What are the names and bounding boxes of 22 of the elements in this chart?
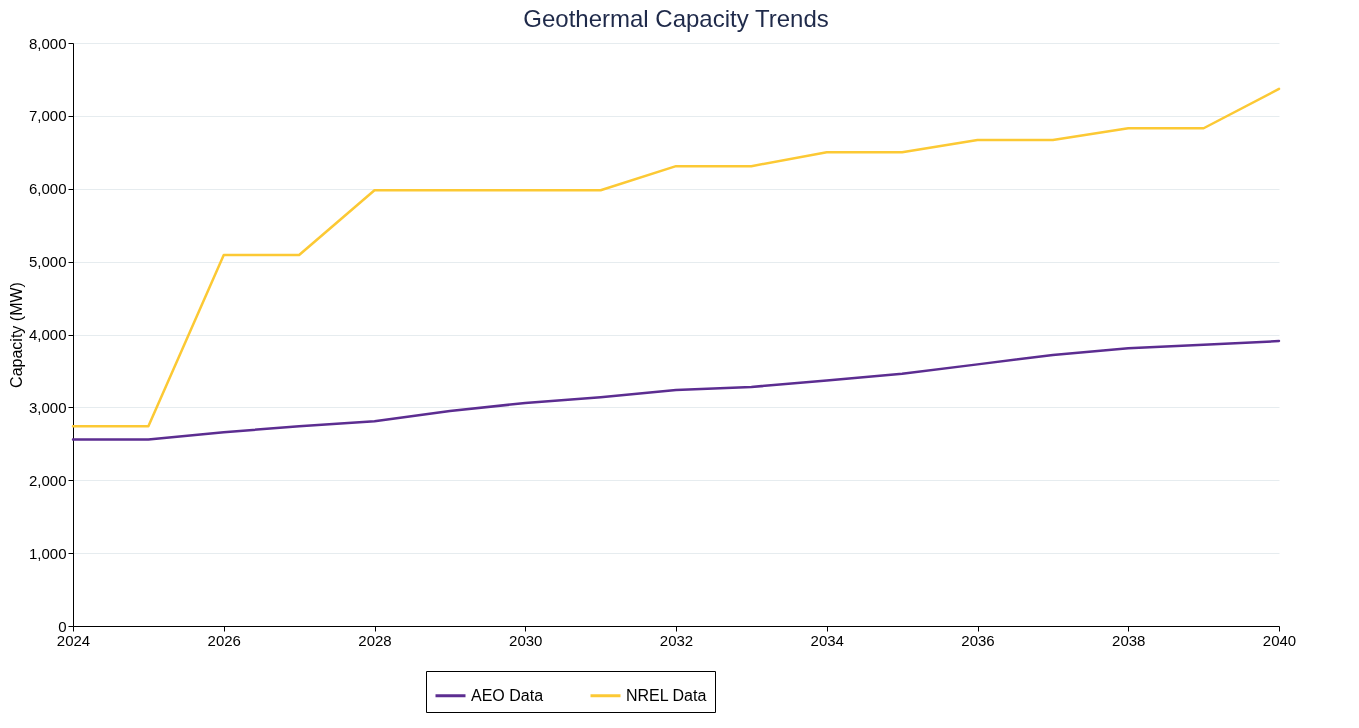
y-tick-label: 1,000: [28, 544, 67, 562]
y-tick-label: 4,000: [28, 326, 67, 343]
y-tick-label: 2,000: [28, 471, 67, 489]
y-axis-title: Capacity (MW): [7, 282, 25, 388]
x-tick-label: 2026: [207, 631, 241, 649]
y-tick-label: 3,000: [28, 398, 67, 416]
y-tick-label: 5,000: [28, 253, 67, 271]
x-tick-label: 2036: [961, 631, 995, 649]
x-tick-label: 2028: [358, 631, 392, 649]
y-tick-label: 6,000: [28, 180, 67, 198]
y-tick-label: 8,000: [28, 34, 67, 52]
chart-title: Geothermal Capacity Trends: [523, 5, 829, 32]
line-series: [71, 87, 1281, 428]
y-tick-label: 7,000: [28, 107, 67, 125]
x-tick-label: 2038: [1112, 631, 1146, 649]
legend-label: NREL Data: [626, 686, 707, 704]
x-tick-label: 2030: [509, 631, 543, 649]
x-tick-label: 2040: [1262, 631, 1297, 649]
x-tick-label: 2034: [810, 631, 844, 649]
legend-label: AEO Data: [471, 686, 544, 704]
x-tick-label: 2032: [659, 631, 694, 649]
line-series: [71, 339, 1281, 441]
